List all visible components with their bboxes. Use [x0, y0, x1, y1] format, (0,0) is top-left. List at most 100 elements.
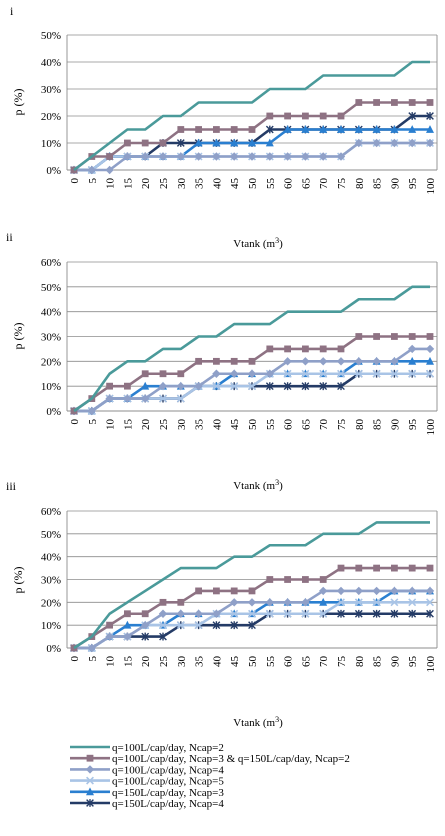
x-tick-label: 40	[211, 419, 223, 431]
y-tick-label: 0%	[46, 643, 61, 655]
data-point-s3	[336, 357, 346, 366]
data-point-s2	[230, 357, 238, 365]
legend-marker-s5	[86, 787, 94, 796]
data-point-s2	[195, 587, 202, 595]
series-s5	[70, 586, 434, 652]
data-point-s2	[355, 99, 363, 106]
data-point-s3	[247, 369, 257, 378]
panel-label: iii	[6, 479, 17, 493]
legend-item-s1: q=100L/cap/day, Ncap=2	[70, 742, 224, 754]
data-point-s5	[372, 125, 381, 133]
data-point-s4	[212, 382, 221, 391]
data-point-s3	[301, 152, 310, 161]
data-point-s5	[408, 356, 417, 365]
legend-label: q=100L/cap/day, Ncap=4	[112, 764, 224, 776]
data-point-s6	[230, 621, 239, 630]
data-point-s3	[123, 632, 132, 641]
data-point-s2	[426, 99, 434, 106]
data-point-s4	[337, 369, 345, 378]
data-point-s2	[284, 345, 291, 353]
legend-item-s5: q=150L/cap/day, Ncap=3	[70, 787, 224, 799]
x-tick-label: 35	[194, 419, 206, 431]
x-tick-label: 45	[229, 419, 241, 431]
x-tick-label: 60	[283, 656, 295, 668]
x-tick-label: 70	[318, 656, 330, 668]
y-tick-label: 50%	[41, 30, 61, 42]
data-point-s2	[195, 357, 202, 365]
data-point-s3	[354, 586, 363, 596]
x-tick-label: 10	[105, 419, 117, 431]
data-point-s2	[230, 126, 238, 133]
data-point-s4	[301, 609, 310, 618]
data-point-s3	[265, 152, 274, 161]
data-point-s5	[141, 381, 150, 390]
x-axis-label-text: Vtank (m	[233, 480, 275, 492]
series-s1	[73, 285, 430, 413]
legend-label: q=100L/cap/day, Ncap=5	[112, 776, 224, 788]
x-tick-label: 60	[283, 178, 295, 190]
data-point-s3	[158, 152, 168, 161]
data-point-s3	[354, 138, 363, 148]
data-point-s3	[87, 406, 96, 416]
x-axis-label-text: Vtank (m	[233, 717, 275, 729]
data-point-s2	[266, 112, 274, 120]
y-tick-label: 40%	[41, 307, 61, 319]
data-point-s2	[355, 333, 363, 340]
data-point-s4	[248, 382, 256, 391]
data-point-s3	[336, 586, 346, 596]
data-point-s4	[319, 609, 328, 618]
panel-label: ii	[6, 230, 13, 244]
data-point-s3	[319, 357, 328, 366]
data-point-s6	[354, 609, 363, 618]
series-line-s1	[73, 521, 430, 650]
x-tick-label: 90	[389, 656, 401, 668]
y-axis-label: p (%)	[11, 89, 25, 116]
data-point-s4	[176, 394, 185, 403]
x-tick-label: 80	[354, 419, 366, 431]
x-tick-label: 75	[336, 656, 348, 668]
data-point-s4	[194, 621, 203, 630]
data-point-s3	[158, 609, 168, 618]
data-point-s4	[372, 598, 381, 607]
data-point-s5	[319, 125, 328, 133]
y-tick-label: 50%	[41, 529, 61, 541]
x-axis-label: Vtank (m3)	[233, 236, 283, 250]
series-s2	[70, 333, 434, 415]
data-point-s6	[212, 621, 221, 630]
x-tick-label: 30	[176, 178, 188, 190]
x-tick-label: 100	[425, 419, 437, 436]
legend-item-s4: q=100L/cap/day, Ncap=5	[70, 776, 224, 788]
data-point-s4	[354, 598, 363, 607]
data-point-s6	[319, 382, 328, 391]
data-point-s2	[266, 345, 274, 353]
data-point-s6	[265, 382, 274, 391]
data-point-s2	[177, 598, 185, 606]
data-point-s6	[248, 621, 256, 630]
data-point-s2	[319, 576, 327, 583]
data-point-s3	[408, 586, 417, 596]
data-point-s3	[372, 138, 381, 148]
x-tick-label: 5	[87, 656, 99, 662]
x-tick-label: 20	[140, 419, 152, 431]
data-point-s3	[372, 586, 381, 596]
data-point-s2	[426, 564, 434, 572]
data-point-s6	[159, 632, 167, 641]
x-tick-label: 50	[247, 419, 259, 431]
x-tick-label: 35	[194, 656, 206, 668]
data-point-s2	[426, 333, 434, 340]
data-point-s2	[337, 112, 345, 120]
data-point-s2	[248, 587, 256, 595]
data-point-s5	[283, 125, 292, 133]
x-tick-label: 85	[372, 419, 384, 431]
x-axis-label: Vtank (m3)	[233, 478, 283, 492]
data-point-s2	[319, 112, 327, 120]
y-tick-label: 20%	[41, 597, 61, 609]
x-tick-label: 70	[318, 178, 330, 190]
data-point-s4	[159, 621, 167, 630]
data-point-s3	[336, 152, 346, 161]
data-point-s3	[230, 598, 239, 607]
data-point-s3	[301, 598, 310, 607]
x-tick-label: 100	[425, 178, 437, 195]
x-tick-label: 20	[140, 656, 152, 668]
legend-item-s2: q=100L/cap/day, Ncap=3 & q=150L/cap/day,…	[70, 753, 350, 765]
